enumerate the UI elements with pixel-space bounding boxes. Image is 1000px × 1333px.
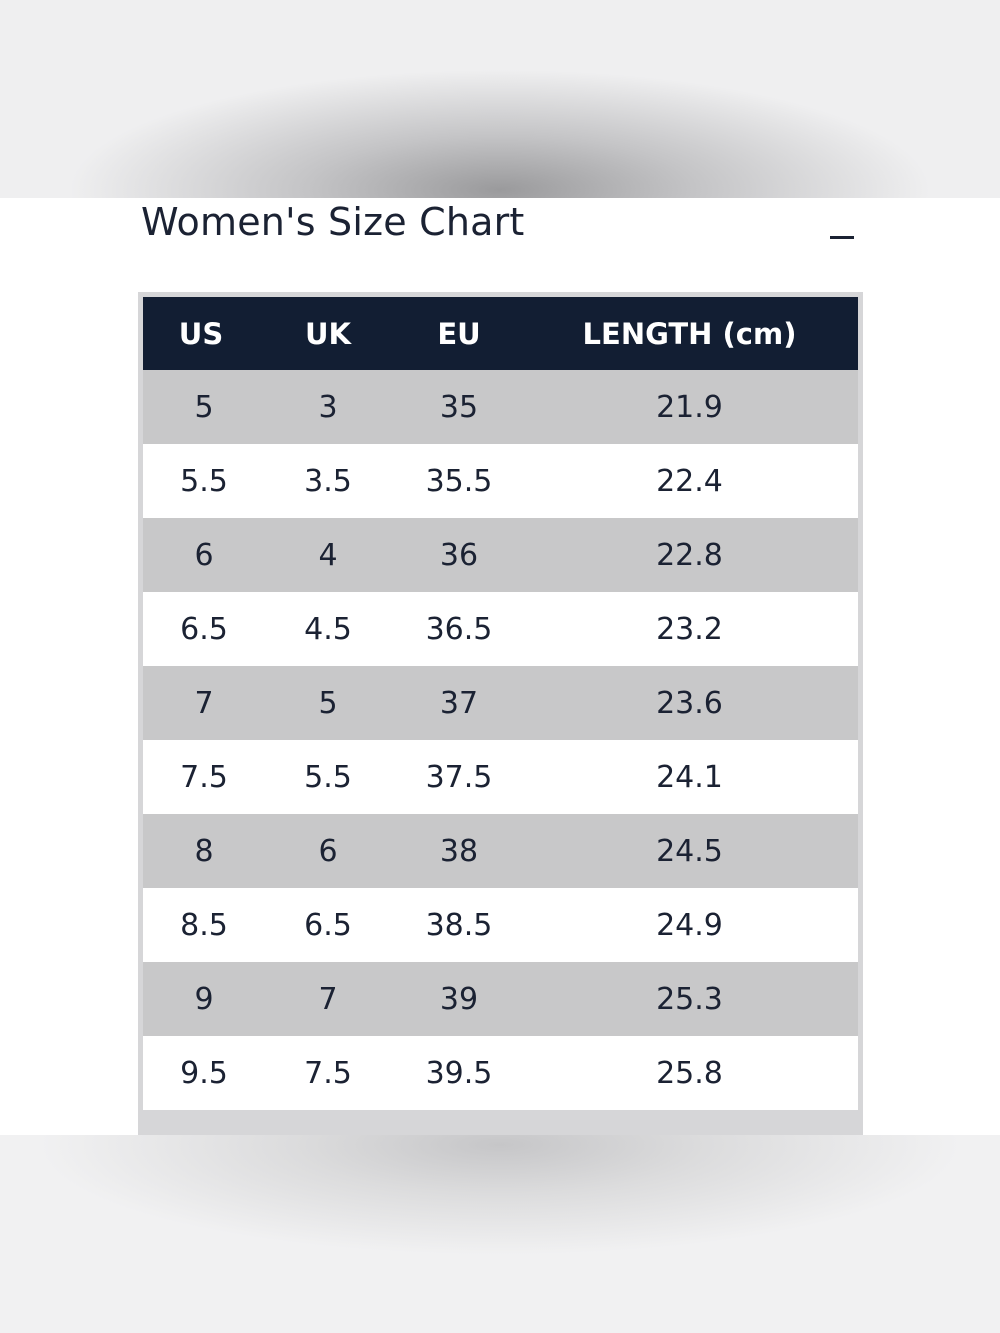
cell-us: 6 xyxy=(194,537,214,573)
cell-eu: 38.5 xyxy=(425,907,493,943)
cell-uk: 3.5 xyxy=(304,463,352,499)
cell-length: 22.8 xyxy=(656,537,723,573)
cell-uk: 7 xyxy=(318,981,338,1017)
cell-eu: 38 xyxy=(439,833,479,869)
cell-us: 7 xyxy=(194,685,214,721)
table-row: 5.5 3.5 35.5 22.4 xyxy=(143,444,858,518)
column-header-length: LENGTH (cm) xyxy=(582,316,797,351)
table-row: 9 7 39 25.3 xyxy=(143,962,858,1036)
minus-icon xyxy=(830,236,854,239)
cell-uk: 3 xyxy=(318,389,338,425)
cell-uk: 7.5 xyxy=(304,1055,352,1091)
cell-us: 6.5 xyxy=(180,611,228,647)
table-row: 6 4 36 22.8 xyxy=(143,518,858,592)
cell-us: 9.5 xyxy=(180,1055,228,1091)
cell-eu: 35 xyxy=(439,389,479,425)
column-header-uk: UK xyxy=(304,316,352,351)
cell-eu: 37 xyxy=(439,685,479,721)
cell-length: 24.1 xyxy=(656,759,723,795)
cell-us: 7.5 xyxy=(180,759,228,795)
size-chart-title: Women's Size Chart xyxy=(141,200,525,244)
table-row: 5 3 35 21.9 xyxy=(143,370,858,444)
cell-length: 21.9 xyxy=(656,389,723,425)
cell-uk: 4 xyxy=(318,537,338,573)
cell-eu: 39 xyxy=(439,981,479,1017)
table-header-row: US UK EU LENGTH (cm) xyxy=(143,297,858,370)
cell-uk: 4.5 xyxy=(304,611,352,647)
cell-length: 23.6 xyxy=(656,685,723,721)
table-row: 7.5 5.5 37.5 24.1 xyxy=(143,740,858,814)
table-row: 8.5 6.5 38.5 24.9 xyxy=(143,888,858,962)
background-top-shadow xyxy=(0,0,1000,198)
cell-length: 24.5 xyxy=(656,833,723,869)
column-header-eu: EU xyxy=(437,316,481,351)
cell-length: 23.2 xyxy=(656,611,723,647)
cell-length: 22.4 xyxy=(656,463,723,499)
cell-length: 25.3 xyxy=(656,981,723,1017)
size-chart-panel: Women's Size Chart US UK EU LENGTH (cm) … xyxy=(0,198,1000,1135)
cell-us: 9 xyxy=(194,981,214,1017)
cell-length: 24.9 xyxy=(656,907,723,943)
cell-eu: 39.5 xyxy=(425,1055,493,1091)
cell-eu: 36 xyxy=(439,537,479,573)
size-table: US UK EU LENGTH (cm) 5 3 35 21.9 5.5 3.5… xyxy=(143,297,858,1110)
cell-eu: 36.5 xyxy=(425,611,493,647)
table-row: 6.5 4.5 36.5 23.2 xyxy=(143,592,858,666)
cell-uk: 5.5 xyxy=(304,759,352,795)
cell-us: 8 xyxy=(194,833,214,869)
cell-us: 8.5 xyxy=(180,907,228,943)
cell-eu: 35.5 xyxy=(425,463,493,499)
cell-uk: 5 xyxy=(318,685,338,721)
column-header-us: US xyxy=(178,316,224,351)
cell-length: 25.8 xyxy=(656,1055,723,1091)
size-table-frame: US UK EU LENGTH (cm) 5 3 35 21.9 5.5 3.5… xyxy=(138,292,863,1135)
cell-uk: 6.5 xyxy=(304,907,352,943)
table-row: 8 6 38 24.5 xyxy=(143,814,858,888)
cell-uk: 6 xyxy=(318,833,338,869)
cell-us: 5 xyxy=(194,389,214,425)
collapse-button[interactable] xyxy=(822,222,862,252)
background-bottom-shadow xyxy=(0,1135,1000,1333)
table-row: 7 5 37 23.6 xyxy=(143,666,858,740)
table-row: 9.5 7.5 39.5 25.8 xyxy=(143,1036,858,1110)
cell-eu: 37.5 xyxy=(425,759,493,795)
cell-us: 5.5 xyxy=(180,463,228,499)
